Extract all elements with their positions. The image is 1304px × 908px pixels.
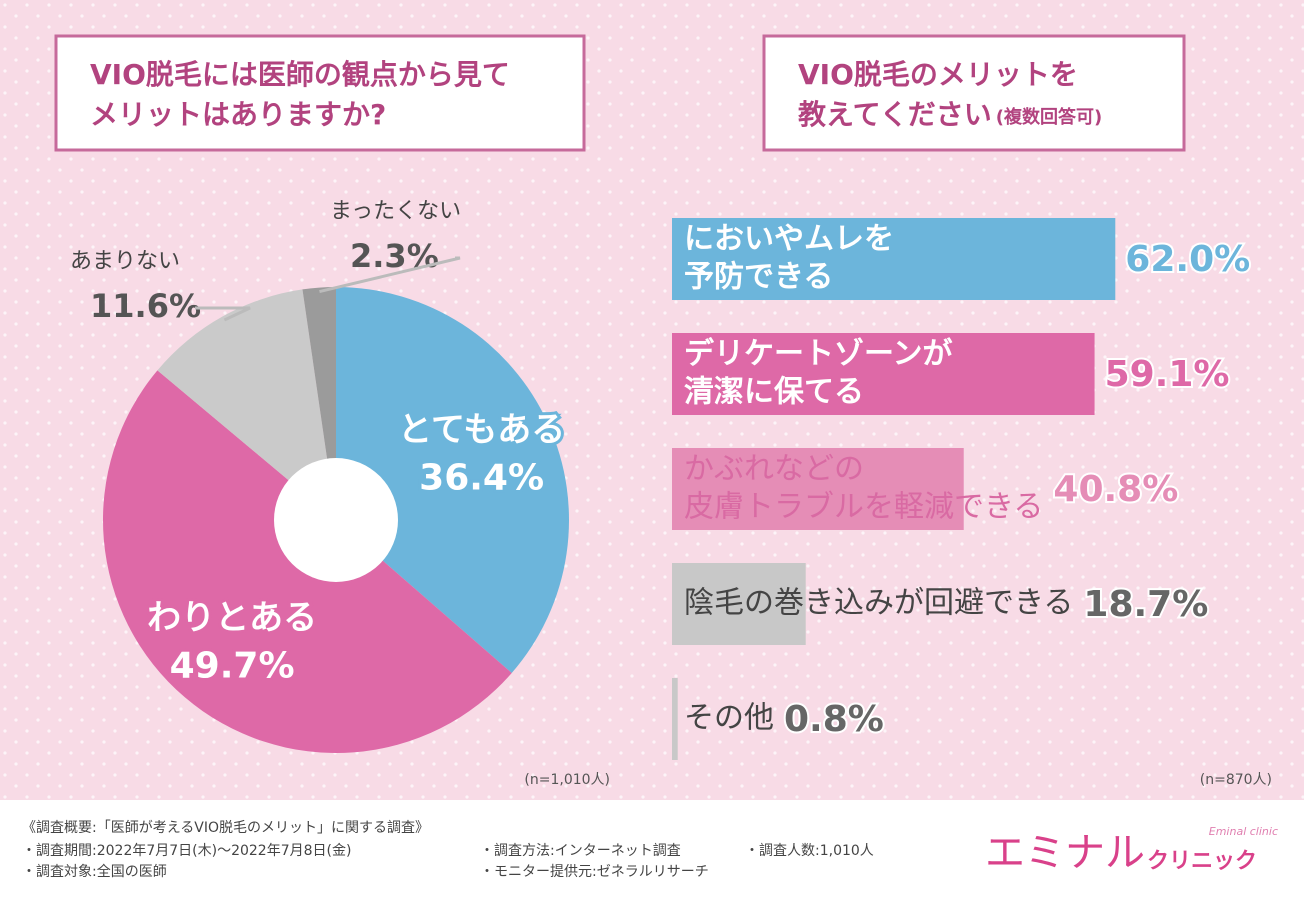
- brand-en: Eminal clinic: [1209, 825, 1278, 838]
- title-box: [762, 34, 1186, 152]
- slice-label: とてもある: [398, 410, 565, 450]
- donut-hole: [274, 458, 398, 582]
- bar-label: 清潔に保てる: [684, 375, 864, 410]
- bar-label: 皮膚トラブルを軽減できる: [684, 490, 1043, 525]
- chart-title-suffix: (複数回答可): [996, 106, 1102, 128]
- slice-value: 2.3%: [350, 237, 439, 275]
- pie-slice: [157, 289, 336, 520]
- bar-label: においやムレを: [684, 222, 894, 257]
- bar-value: 59.1%: [1105, 354, 1230, 395]
- slice-value: 36.4%: [419, 458, 544, 499]
- chart-title: VIO脱毛には医師の観点から見て: [90, 58, 510, 91]
- chart-title: 教えてください: [798, 98, 992, 131]
- bar: [672, 448, 964, 530]
- chart-title: メリットはありますか?: [90, 98, 386, 131]
- bar-label: 予防できる: [684, 260, 833, 295]
- footer-item: ・モニター提供元:ゼネラルリサーチ: [480, 864, 709, 880]
- bar: [672, 678, 678, 760]
- pie-slice: [336, 287, 569, 673]
- bar-value: 18.7%: [1083, 584, 1208, 625]
- slice-value: 49.7%: [170, 646, 295, 687]
- footer-item: ・調査対象:全国の医師: [22, 863, 167, 880]
- leader-line: [195, 306, 251, 322]
- brand-sub: クリニック: [1147, 849, 1257, 874]
- sample-note: (n=1,010人): [524, 772, 610, 788]
- bar-label: デリケートゾーンが: [684, 337, 953, 372]
- slice-value: 11.6%: [90, 287, 201, 325]
- bar-label: その他: [684, 701, 774, 736]
- bar-label: 陰毛の巻き込みが回避できる: [684, 586, 1073, 621]
- sample-note: (n=870人): [1200, 772, 1272, 788]
- bar-value: 0.8%: [784, 699, 884, 740]
- brand: エミナル: [985, 830, 1145, 876]
- slice-label: わりとある: [147, 598, 317, 638]
- title-box: [54, 34, 586, 152]
- bar: [672, 563, 806, 645]
- footer-heading: 《調査概要:「医師が考えるVIO脱毛のメリット」に関する調査》: [22, 820, 429, 836]
- bar: [672, 333, 1095, 415]
- leader-line: [319, 256, 461, 294]
- footer: 《調査概要:「医師が考えるVIO脱毛のメリット」に関する調査》・調査期間:202…: [22, 820, 1278, 880]
- slice-label: あまりない: [70, 249, 180, 274]
- bar-label: かぶれなどの: [684, 452, 864, 487]
- footer-item: ・調査人数:1,010人: [745, 843, 874, 859]
- slice-label: まったくない: [330, 199, 461, 224]
- bar-value: 62.0%: [1125, 239, 1250, 280]
- bar: [672, 218, 1116, 300]
- footer-item: ・調査期間:2022年7月7日(木)〜2022年7月8日(金): [22, 843, 351, 859]
- footer-item: ・調査方法:インターネット調査: [480, 843, 681, 859]
- footer-background: [0, 800, 1304, 904]
- chart-title: VIO脱毛のメリットを: [798, 58, 1078, 91]
- bar-value: 40.8%: [1053, 469, 1178, 510]
